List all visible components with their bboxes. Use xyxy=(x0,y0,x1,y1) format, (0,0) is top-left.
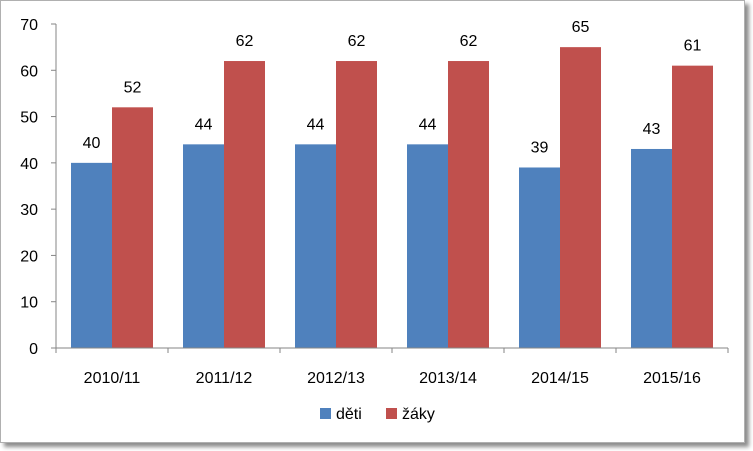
data-labels: 40 52 44 62 44 62 44 62 39 65 43 61 xyxy=(83,19,702,156)
y-tick-label: 50 xyxy=(20,110,38,127)
legend-label: žáky xyxy=(402,406,435,423)
data-label: 65 xyxy=(572,19,590,36)
bar-deti xyxy=(407,144,448,348)
bar-zaky xyxy=(560,47,601,349)
bar-deti xyxy=(519,167,560,348)
x-tick-label: 2011/12 xyxy=(196,370,253,387)
y-tick-label: 10 xyxy=(20,295,38,312)
data-label: 43 xyxy=(643,121,661,138)
data-label: 62 xyxy=(460,33,478,50)
x-tick-label: 2015/16 xyxy=(643,370,701,387)
data-label: 39 xyxy=(531,139,549,156)
bar-zaky xyxy=(336,61,377,349)
bar-zaky xyxy=(112,107,153,348)
bar-zaky xyxy=(672,65,713,349)
bar-zaky xyxy=(448,61,489,349)
y-axis-ticks: 0 10 20 30 40 50 60 70 xyxy=(20,17,56,358)
bar-deti xyxy=(183,144,224,348)
y-tick-label: 0 xyxy=(29,341,38,358)
legend-label: děti xyxy=(336,406,362,423)
x-tick-label: 2010/11 xyxy=(84,370,141,387)
bar-deti xyxy=(631,148,672,348)
data-label: 61 xyxy=(684,38,702,55)
legend-swatch xyxy=(320,408,331,419)
data-label: 44 xyxy=(195,116,213,133)
y-tick-label: 40 xyxy=(20,156,38,173)
y-tick-label: 60 xyxy=(20,63,38,80)
data-label: 40 xyxy=(83,135,101,152)
y-tick-label: 30 xyxy=(20,202,38,219)
y-tick-label: 20 xyxy=(20,248,38,265)
x-tick-label: 2014/15 xyxy=(531,370,589,387)
data-label: 62 xyxy=(236,33,254,50)
x-tick-label: 2013/14 xyxy=(419,370,477,387)
bars xyxy=(71,47,713,349)
bar-deti xyxy=(71,162,112,348)
x-tick-label: 2012/13 xyxy=(307,370,365,387)
data-label: 52 xyxy=(124,79,142,96)
legend: děti žáky xyxy=(320,406,435,423)
data-label: 62 xyxy=(348,33,366,50)
data-label: 44 xyxy=(307,116,325,133)
y-tick-label: 70 xyxy=(20,17,38,34)
data-label: 44 xyxy=(419,116,437,133)
x-axis-ticks: 2010/11 2011/12 2012/13 2013/14 2014/15 2015/… xyxy=(55,348,729,387)
bar-deti xyxy=(295,144,336,348)
bar-zaky xyxy=(224,61,265,349)
legend-swatch xyxy=(386,408,397,419)
